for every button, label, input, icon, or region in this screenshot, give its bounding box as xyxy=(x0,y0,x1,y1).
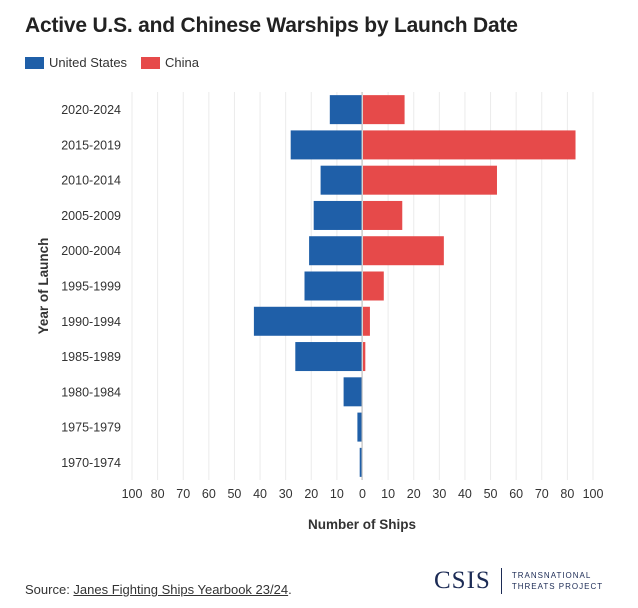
x-tick-label: 60 xyxy=(509,487,523,501)
bar-us xyxy=(253,306,362,336)
x-tick-label: 80 xyxy=(560,487,574,501)
source-link[interactable]: Janes Fighting Ships Yearbook 23/24 xyxy=(73,582,289,597)
bar-us xyxy=(343,377,362,407)
bar-china xyxy=(363,271,384,301)
category-label: 1995-1999 xyxy=(61,280,121,294)
legend: United States China xyxy=(25,55,213,70)
x-tick-label: 10 xyxy=(330,487,344,501)
legend-label-china: China xyxy=(165,55,200,70)
x-axis-title: Number of Ships xyxy=(308,517,416,532)
x-tick-label: 20 xyxy=(304,487,318,501)
x-tick-label: 40 xyxy=(458,487,472,501)
bar-us xyxy=(329,95,362,125)
bar-us xyxy=(359,447,362,477)
x-tick-label: 60 xyxy=(202,487,216,501)
bar-china xyxy=(363,342,366,372)
x-tick-label: 100 xyxy=(583,487,604,501)
category-label: 2015-2019 xyxy=(61,138,121,152)
x-tick-label: 0 xyxy=(359,487,366,501)
bar-china xyxy=(363,165,497,195)
x-tick-label: 100 xyxy=(122,487,143,501)
category-label: 2020-2024 xyxy=(61,103,121,117)
legend-item-china: China xyxy=(141,55,199,70)
chart-title: Active U.S. and Chinese Warships by Laun… xyxy=(25,14,518,37)
category-label: 2010-2014 xyxy=(61,174,121,188)
x-tick-label: 20 xyxy=(407,487,421,501)
category-label: 1975-1979 xyxy=(61,421,121,435)
logo-wordmark: CSIS xyxy=(434,567,491,594)
bar-us xyxy=(309,236,362,266)
bar-china xyxy=(363,236,444,266)
category-label: 1970-1974 xyxy=(61,456,121,470)
x-tick-label: 70 xyxy=(535,487,549,501)
bar-us xyxy=(290,130,362,160)
bar-china xyxy=(363,306,370,336)
csis-logo: CSIS TRANSNATIONAL THREATS PROJECT xyxy=(434,567,603,595)
legend-item-us: United States xyxy=(25,55,127,70)
bar-us xyxy=(304,271,362,301)
bar-us xyxy=(313,200,362,230)
bar-us xyxy=(357,412,362,442)
category-label: 1990-1994 xyxy=(61,315,121,329)
logo-sub-line2: THREATS PROJECT xyxy=(511,582,604,591)
category-label: 1980-1984 xyxy=(61,385,121,399)
logo-divider xyxy=(500,568,502,594)
category-label: 2005-2009 xyxy=(61,209,121,223)
legend-swatch-us xyxy=(25,56,44,69)
x-tick-label: 80 xyxy=(151,487,165,501)
bar-china xyxy=(363,130,576,160)
chart-svg: 2020-2024 2015-2019 2010-2014 2005-2009 2000… xyxy=(36,92,604,532)
bar-china xyxy=(363,200,403,230)
logo-sub-line1: TRANSNATIONAL xyxy=(511,571,592,580)
bar-us xyxy=(320,165,362,195)
source-prefix: Source: xyxy=(25,582,74,597)
source-note: Source: Janes Fighting Ships Yearbook 23… xyxy=(25,582,292,597)
bar-us xyxy=(295,342,362,372)
logo-subtitle: TRANSNATIONAL THREATS PROJECT xyxy=(512,570,603,592)
x-tick-label: 30 xyxy=(432,487,446,501)
legend-swatch-china xyxy=(141,56,161,69)
category-label: 2000-2004 xyxy=(61,244,121,258)
x-tick-label: 50 xyxy=(227,487,241,501)
x-tick-label: 40 xyxy=(253,487,267,501)
x-tick-label: 70 xyxy=(176,487,190,501)
category-label: 1985-1989 xyxy=(61,350,121,364)
bar-china xyxy=(363,95,405,125)
source-suffix: . xyxy=(288,582,292,597)
x-tick-label: 10 xyxy=(381,487,395,501)
legend-label-us: United States xyxy=(49,55,128,70)
x-tick-label: 50 xyxy=(484,487,498,501)
y-axis-title: Year of Launch xyxy=(36,238,51,335)
x-tick-label: 30 xyxy=(279,487,293,501)
